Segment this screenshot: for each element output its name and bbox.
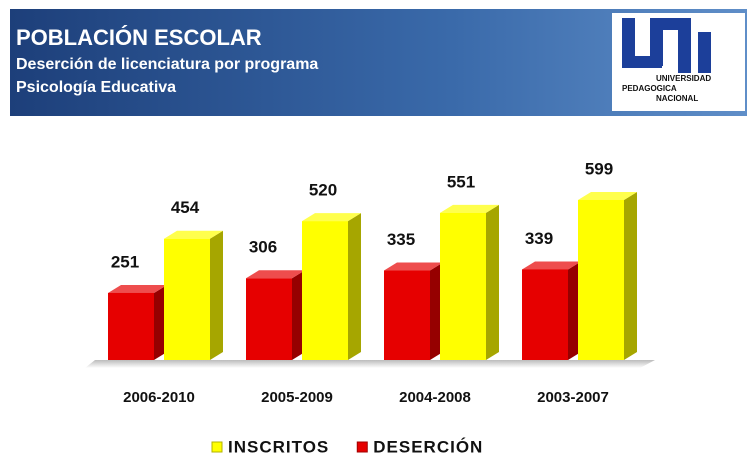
legend-swatch (356, 441, 368, 453)
bar-top (246, 270, 305, 279)
bar-side (154, 284, 167, 360)
x-tick-label: 2006-2010 (123, 389, 195, 406)
program: Psicología Educativa (16, 79, 176, 96)
bar-top (440, 204, 499, 213)
bar-side (348, 213, 361, 360)
logo-text: PEDAGOGICA (622, 84, 677, 93)
floor (85, 360, 655, 368)
data-label: 335 (387, 230, 415, 249)
bar (384, 270, 430, 360)
data-label: 599 (585, 159, 613, 178)
x-tick-label: 2003-2007 (537, 389, 609, 406)
bar-side (624, 192, 637, 360)
bar (578, 200, 624, 360)
logo-shape (698, 32, 711, 73)
bar-side (292, 270, 305, 360)
bar-top (578, 192, 637, 200)
bar (522, 269, 568, 360)
bar-top (384, 262, 443, 271)
data-label: 306 (249, 238, 277, 257)
bar-side (486, 204, 499, 360)
logo-shape (678, 18, 691, 73)
title: POBLACIÓN ESCOLAR (16, 25, 262, 50)
logo-shape (622, 18, 635, 66)
data-label: 520 (309, 181, 337, 200)
bar-top (108, 284, 167, 293)
legend-label: INSCRITOS (228, 437, 329, 455)
bar-top (164, 230, 223, 239)
bar (164, 238, 210, 360)
x-tick-label: 2005-2009 (261, 389, 333, 406)
bar-side (430, 262, 443, 360)
legend-swatch (211, 441, 223, 453)
legend-label: DESERCIÓN (373, 437, 483, 455)
x-tick-label: 2004-2008 (399, 389, 471, 406)
subtitle: Deserción de licenciatura por programa (16, 56, 318, 73)
data-label: 251 (111, 252, 139, 271)
data-label: 339 (525, 229, 553, 248)
bar (302, 221, 348, 360)
logo-text: NACIONAL (656, 94, 698, 103)
bar (440, 212, 486, 360)
bar-top (302, 213, 361, 222)
bar (108, 292, 154, 360)
data-label: 454 (171, 198, 200, 217)
bar (246, 278, 292, 360)
logo: UNIVERSIDAD PEDAGOGICA NACIONAL (612, 13, 745, 111)
bar-side (210, 230, 223, 360)
bar-side (568, 261, 581, 360)
logo-text: UNIVERSIDAD (656, 74, 711, 83)
bar-top (522, 261, 581, 270)
data-label: 551 (447, 172, 475, 191)
